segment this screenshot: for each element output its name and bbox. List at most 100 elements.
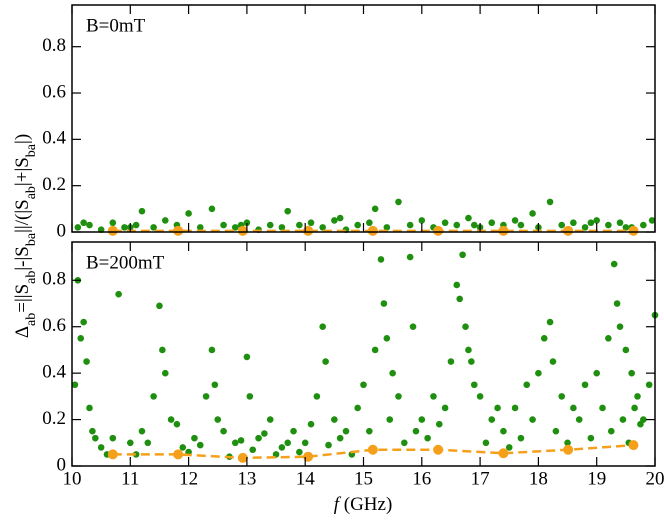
data-point xyxy=(459,251,466,259)
average-point xyxy=(367,444,378,455)
x-tick-label: 16 xyxy=(412,468,431,489)
data-point xyxy=(523,381,531,389)
data-point xyxy=(322,358,329,365)
data-point xyxy=(622,224,630,231)
data-point xyxy=(214,416,222,423)
data-point xyxy=(167,416,175,423)
data-point xyxy=(336,214,344,222)
data-point xyxy=(243,353,251,361)
data-point xyxy=(97,444,105,451)
y-label-part: ||/(|S xyxy=(12,199,33,233)
data-point xyxy=(220,427,227,435)
data-point xyxy=(301,439,309,447)
data-point xyxy=(616,219,624,227)
data-point xyxy=(406,221,414,229)
y-tick-label: 0 xyxy=(57,454,67,475)
data-point xyxy=(255,434,262,442)
data-point xyxy=(529,416,536,423)
data-point xyxy=(371,346,379,354)
data-point xyxy=(336,434,344,442)
data-point xyxy=(284,439,292,447)
data-point xyxy=(389,369,396,377)
data-point xyxy=(605,221,612,229)
data-point xyxy=(196,441,204,449)
x-label-unit: (GHz) xyxy=(344,494,393,515)
data-point xyxy=(150,224,157,231)
data-point xyxy=(202,393,210,400)
average-point xyxy=(237,225,248,236)
average-point xyxy=(628,440,639,451)
data-point xyxy=(360,381,367,389)
data-point xyxy=(587,219,595,227)
data-point xyxy=(418,416,426,423)
average-point xyxy=(563,225,574,236)
data-point xyxy=(173,420,181,428)
x-tick-label: 19 xyxy=(587,468,606,489)
y-tick-label: 0.8 xyxy=(42,35,66,56)
data-point xyxy=(71,381,79,389)
x-tick-label: 10 xyxy=(63,468,82,489)
data-point xyxy=(468,358,475,365)
data-point xyxy=(77,335,85,342)
y-tick-label: 0.2 xyxy=(42,174,66,195)
y-label-part: ab xyxy=(24,313,39,326)
data-point xyxy=(272,451,280,458)
data-point xyxy=(570,404,577,412)
data-point xyxy=(605,335,612,342)
data-point xyxy=(640,221,647,229)
data-point xyxy=(307,219,315,227)
data-point xyxy=(470,381,478,389)
data-point xyxy=(185,210,192,217)
data-point xyxy=(412,427,420,435)
average-point xyxy=(367,225,378,236)
data-point xyxy=(406,253,414,261)
data-point xyxy=(645,381,653,389)
average-point xyxy=(433,444,444,455)
data-point xyxy=(278,444,286,451)
data-point xyxy=(319,224,326,231)
y-label-part: ba xyxy=(24,143,39,157)
data-point xyxy=(191,434,198,442)
data-point xyxy=(430,393,437,400)
average-point xyxy=(563,444,574,455)
data-point xyxy=(211,381,219,389)
x-label-variable: f xyxy=(334,494,342,515)
y-tick-label: 0.8 xyxy=(42,269,66,290)
data-point xyxy=(540,335,548,342)
data-point xyxy=(132,221,140,229)
data-point xyxy=(648,217,656,224)
data-point xyxy=(261,430,268,437)
data-point xyxy=(383,224,391,231)
x-tick-label: 17 xyxy=(471,468,490,489)
x-tick-label: 12 xyxy=(179,468,198,489)
data-point xyxy=(208,205,216,213)
data-point xyxy=(517,434,525,442)
y-axis-label: Δab=||Sab|-|Sba||/(|Sab|+|Sba|) xyxy=(12,134,38,338)
data-point xyxy=(593,217,600,224)
y-tick-label: 0.4 xyxy=(42,362,66,383)
data-point xyxy=(465,214,472,222)
x-tick-label: 11 xyxy=(121,468,139,489)
y-label-part: ab xyxy=(24,186,39,199)
data-point xyxy=(616,323,624,331)
y-label-part: =||S xyxy=(12,284,33,313)
data-point xyxy=(386,416,394,423)
x-tick-label: 15 xyxy=(354,468,373,489)
average-point xyxy=(433,225,444,236)
data-point xyxy=(517,221,525,229)
data-point xyxy=(138,207,146,215)
data-point xyxy=(546,318,554,326)
data-point xyxy=(377,256,385,263)
y-label-part: ba xyxy=(24,232,39,246)
data-point xyxy=(637,420,644,428)
average-point xyxy=(628,225,639,236)
data-point xyxy=(313,393,321,400)
plot-frame xyxy=(71,4,656,233)
x-axis-label: f (GHz) xyxy=(334,494,393,515)
x-tick-label: 20 xyxy=(646,468,664,489)
data-point xyxy=(266,416,274,423)
data-point xyxy=(246,393,254,400)
data-point xyxy=(401,439,408,447)
data-point xyxy=(127,439,134,447)
